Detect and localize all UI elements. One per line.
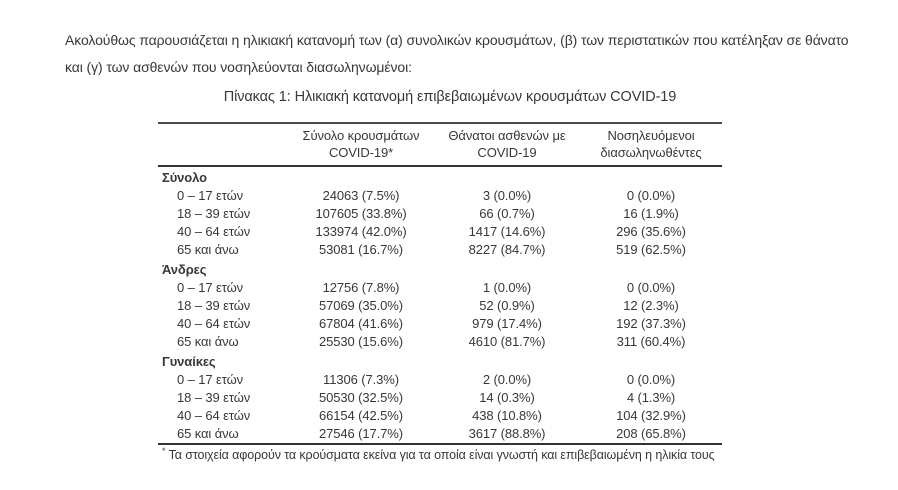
column-header-cases: Σύνολο κρουσμάτων COVID-19* — [288, 123, 434, 167]
empty-cell — [434, 351, 580, 371]
table-body: Σύνολο 0 – 17 ετών 24063 (7.5%) 3 (0.0%) 0 (… — [158, 166, 722, 444]
table-header: Σύνολο κρουσμάτων COVID-19* Θάνατοι ασθενώ… — [158, 123, 722, 167]
column-header-age — [158, 123, 288, 167]
deaths-cell: 4610 (81.7%) — [468, 334, 546, 349]
intubated-cell: 0 (0.0%) — [626, 188, 676, 203]
deaths-cell: 1417 (14.6%) — [468, 224, 546, 239]
age-cell: 40 – 64 ετών — [177, 316, 251, 331]
deaths-cell: 52 (0.9%) — [479, 298, 535, 313]
empty-cell — [434, 259, 580, 279]
table-row: 0 – 17 ετών 11306 (7.3%) 2 (0.0%) 0 (0.0%) — [158, 371, 722, 389]
empty-cell — [288, 166, 434, 187]
table-container: Σύνολο κρουσμάτων COVID-19* Θάνατοι ασθενώ… — [158, 122, 722, 462]
empty-cell — [580, 259, 722, 279]
table-title: Πίνακας 1: Ηλικιακή κατανομή επιβεβαιωμέ… — [223, 89, 677, 105]
table-row: 40 – 64 ετών 133974 (42.0%) 1417 (14.6%) 29… — [158, 223, 722, 241]
intubated-cell: 311 (60.4%) — [616, 334, 686, 349]
deaths-cell: 1 (0.0%) — [482, 280, 532, 295]
table-row: 65 και άνω 25530 (15.6%) 4610 (81.7%) 311 (… — [158, 333, 722, 351]
column-header-intubated: Νοσηλευόμενοι διασωληνωθέντες — [580, 123, 722, 167]
intubated-cell: 0 (0.0%) — [626, 372, 676, 387]
group-label: Άνδρες — [162, 261, 207, 277]
table-footnote: * Τα στοιχεία αφορούν τα κρούσματα εκείν… — [162, 445, 722, 462]
header-row: Σύνολο κρουσμάτων COVID-19* Θάνατοι ασθενώ… — [158, 123, 722, 167]
intubated-cell: 208 (65.8%) — [616, 426, 686, 441]
deaths-cell: 3617 (88.8%) — [468, 426, 546, 441]
group-label: Σύνολο — [162, 169, 207, 185]
table-row: 18 – 39 ετών 107605 (33.8%) 66 (0.7%) 16 (1… — [158, 205, 722, 223]
intubated-cell: 104 (32.9%) — [616, 408, 686, 423]
cases-cell: 25530 (15.6%) — [319, 334, 403, 349]
cases-cell: 57069 (35.0%) — [319, 298, 403, 313]
intubated-cell: 0 (0.0%) — [626, 280, 676, 295]
age-cell: 65 και άνω — [177, 334, 239, 349]
deaths-cell: 979 (17.4%) — [472, 316, 542, 331]
cases-cell: 67804 (41.6%) — [319, 316, 403, 331]
table-row: 18 – 39 ετών 50530 (32.5%) 14 (0.3%) 4 (1.3… — [158, 389, 722, 407]
cases-cell: 12756 (7.8%) — [322, 280, 400, 295]
footnote-text: Τα στοιχεία αφορούν τα κρούσματα εκείνα … — [168, 448, 715, 462]
cases-cell: 133974 (42.0%) — [315, 224, 407, 239]
deaths-cell: 3 (0.0%) — [482, 188, 532, 203]
table-row: 0 – 17 ετών 24063 (7.5%) 3 (0.0%) 0 (0.0%) — [158, 187, 722, 205]
intubated-cell: 519 (62.5%) — [616, 242, 686, 257]
group-row: Άνδρες — [158, 259, 722, 279]
age-cell: 18 – 39 ετών — [177, 390, 251, 405]
age-cell: 18 – 39 ετών — [177, 206, 251, 221]
intro-text: Ακολούθως παρουσιάζεται η ηλικιακή καταν… — [65, 32, 849, 75]
age-cell: 65 και άνω — [177, 242, 239, 257]
group-row: Γυναίκες — [158, 351, 722, 371]
deaths-cell: 66 (0.7%) — [479, 206, 535, 221]
cases-cell: 11306 (7.3%) — [323, 372, 399, 387]
table-row: 18 – 39 ετών 57069 (35.0%) 52 (0.9%) 12 (2.… — [158, 297, 722, 315]
intubated-cell: 12 (2.3%) — [623, 298, 679, 313]
cases-cell: 53081 (16.7%) — [319, 242, 403, 257]
group-row: Σύνολο — [158, 166, 722, 187]
deaths-cell: 14 (0.3%) — [479, 390, 535, 405]
age-cell: 0 – 17 ετών — [177, 372, 244, 387]
group-label: Γυναίκες — [162, 353, 216, 369]
table-row: 40 – 64 ετών 67804 (41.6%) 979 (17.4%) 192 … — [158, 315, 722, 333]
footnote-marker: * — [162, 445, 166, 456]
empty-cell — [580, 351, 722, 371]
intubated-cell: 192 (37.3%) — [616, 316, 686, 331]
empty-cell — [580, 166, 722, 187]
table-row: 65 και άνω 53081 (16.7%) 8227 (84.7%) 519 (… — [158, 241, 722, 259]
age-cell: 40 – 64 ετών — [177, 408, 251, 423]
cases-cell: 107605 (33.8%) — [315, 206, 407, 221]
deaths-cell: 2 (0.0%) — [482, 372, 532, 387]
empty-cell — [288, 351, 434, 371]
cases-cell: 27546 (17.7%) — [319, 426, 403, 441]
deaths-cell: 438 (10.8%) — [472, 408, 542, 423]
deaths-cell: 8227 (84.7%) — [468, 242, 546, 257]
age-cell: 18 – 39 ετών — [177, 298, 251, 313]
intubated-cell: 16 (1.9%) — [623, 206, 679, 221]
intubated-cell: 296 (35.6%) — [616, 224, 686, 239]
age-cell: 65 και άνω — [177, 426, 239, 441]
age-cell: 0 – 17 ετών — [177, 188, 244, 203]
age-distribution-table: Σύνολο κρουσμάτων COVID-19* Θάνατοι ασθενώ… — [158, 122, 722, 445]
cases-cell: 66154 (42.5%) — [319, 408, 403, 423]
cases-cell: 50530 (32.5%) — [319, 390, 403, 405]
intubated-cell: 4 (1.3%) — [626, 390, 676, 405]
column-header-deaths: Θάνατοι ασθενών με COVID-19 — [434, 123, 580, 167]
age-cell: 40 – 64 ετών — [177, 224, 251, 239]
age-cell: 0 – 17 ετών — [177, 280, 244, 295]
table-row: 40 – 64 ετών 66154 (42.5%) 438 (10.8%) 104 … — [158, 407, 722, 425]
empty-cell — [434, 166, 580, 187]
table-row: 65 και άνω 27546 (17.7%) 3617 (88.8%) 208 (… — [158, 425, 722, 444]
table-row: 0 – 17 ετών 12756 (7.8%) 1 (0.0%) 0 (0.0%) — [158, 279, 722, 297]
cases-cell: 24063 (7.5%) — [322, 188, 400, 203]
empty-cell — [288, 259, 434, 279]
